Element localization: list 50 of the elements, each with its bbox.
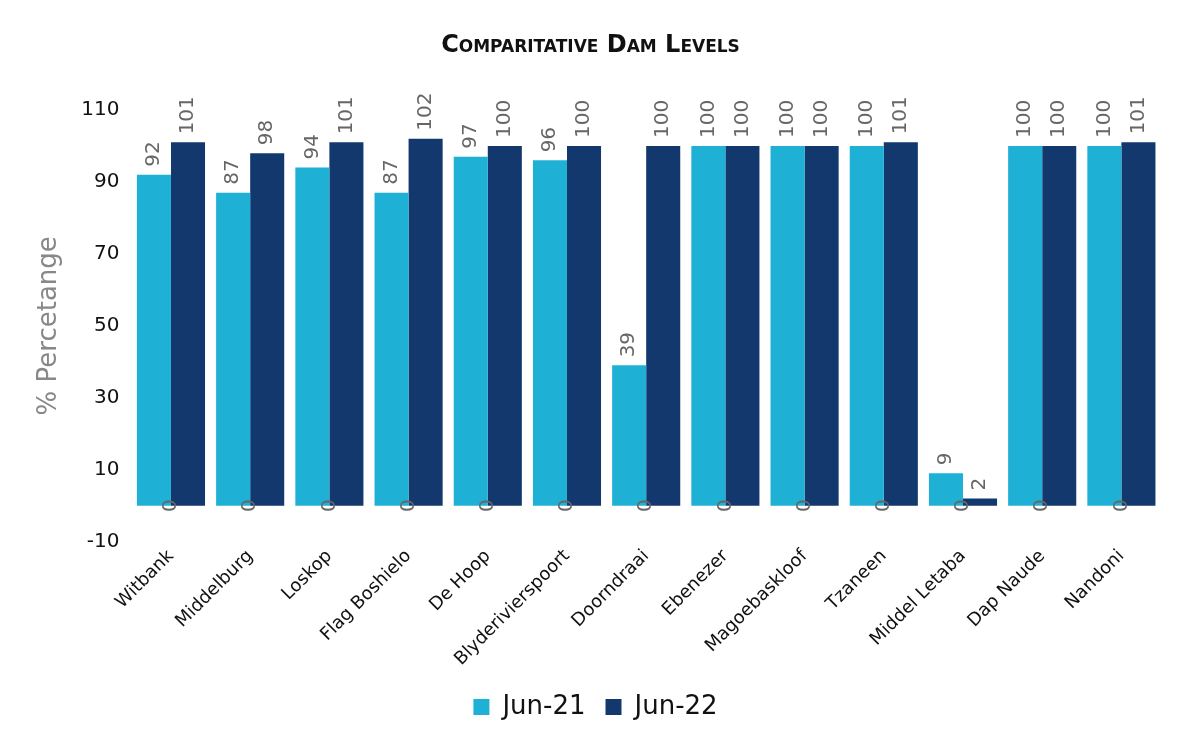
annotation: 0 — [790, 499, 815, 513]
data-label: 100 — [1045, 99, 1070, 138]
y-tick-label: 110 — [81, 96, 120, 121]
data-label: 100 — [807, 99, 832, 138]
y-tick-label: 50 — [93, 312, 120, 337]
data-label: 9 — [932, 452, 957, 466]
data-label: 101 — [174, 96, 199, 135]
data-label: 100 — [1011, 99, 1036, 138]
y-axis-title: % Percetange — [32, 236, 63, 416]
data-label: 2 — [966, 477, 991, 491]
annotation: 0 — [1028, 499, 1053, 513]
data-label: 101 — [1124, 96, 1149, 135]
annotation: 0 — [632, 499, 657, 513]
data-label: 100 — [491, 99, 516, 138]
y-tick-label: 10 — [93, 455, 120, 480]
data-label: 98 — [253, 119, 278, 146]
annotation: 0 — [711, 499, 736, 513]
legend-label: Jun-21 — [500, 689, 586, 720]
y-tick-label: 30 — [93, 383, 120, 408]
data-label: 39 — [615, 331, 640, 358]
data-label: 87 — [219, 159, 244, 185]
data-label: 96 — [536, 126, 561, 153]
data-label: 101 — [332, 96, 357, 135]
data-label: 102 — [411, 92, 436, 131]
annotation: 0 — [870, 499, 894, 513]
annotation: 0 — [157, 499, 182, 513]
y-tick-label: -10 — [86, 527, 120, 552]
data-label: 100 — [694, 99, 719, 138]
data-label: 92 — [140, 141, 165, 167]
annotation: 0 — [236, 499, 261, 513]
annotation: 0 — [553, 499, 578, 513]
data-label: 97 — [456, 123, 481, 149]
annotation: 0 — [394, 499, 419, 513]
data-label: 101 — [887, 96, 912, 135]
y-tick-label: 90 — [93, 168, 120, 193]
data-label: 100 — [1090, 99, 1115, 138]
data-label: 100 — [773, 99, 798, 138]
data-label: 100 — [649, 99, 674, 138]
annotation: 0 — [1107, 499, 1132, 513]
data-label: 100 — [728, 99, 753, 138]
data-label: 100 — [570, 99, 595, 138]
chart-title: Comparitative Dam Levels — [440, 30, 741, 58]
legend-label: Jun-22 — [632, 689, 718, 720]
data-label: 87 — [377, 159, 402, 185]
data-label: 94 — [298, 134, 323, 160]
annotation: 0 — [949, 499, 974, 513]
annotation: 0 — [473, 499, 498, 513]
y-tick-label: 70 — [93, 240, 120, 265]
annotation: 0 — [315, 499, 340, 513]
data-label: 100 — [852, 99, 877, 138]
